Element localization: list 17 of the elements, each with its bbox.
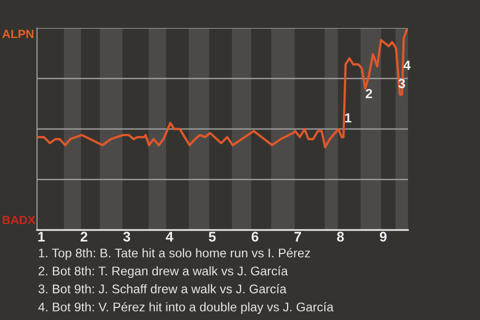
x-tick-label: 8 [337, 232, 344, 242]
text: ALPN [2, 30, 34, 38]
x-tick-label: 6 [252, 232, 258, 242]
x-tick-label: 7 [294, 232, 301, 242]
text: 1. Top 8th: B. Tate hit a solo home run vs I. Pérez [38, 248, 310, 260]
annotation: 2 [366, 88, 372, 98]
x-tick-label: 1 [38, 232, 45, 242]
x-tick-label: 9 [380, 232, 387, 242]
x-tick-label: 3 [123, 232, 130, 242]
x-tick-label: 5 [208, 232, 216, 242]
text: BADX [2, 216, 36, 224]
text: 3. Bot 9th: J. Schaff drew a walk vs J. García [38, 284, 286, 294]
annotation: 1 [345, 113, 352, 122]
x-tick-label: 4 [166, 232, 174, 242]
text: 2. Bot 8th: T. Regan drew a walk vs J. García [38, 266, 288, 278]
x-tick-label: 2 [80, 232, 88, 242]
text: 4. Bot 9th: V. Pérez hit into a double play vs J. García [38, 302, 334, 314]
